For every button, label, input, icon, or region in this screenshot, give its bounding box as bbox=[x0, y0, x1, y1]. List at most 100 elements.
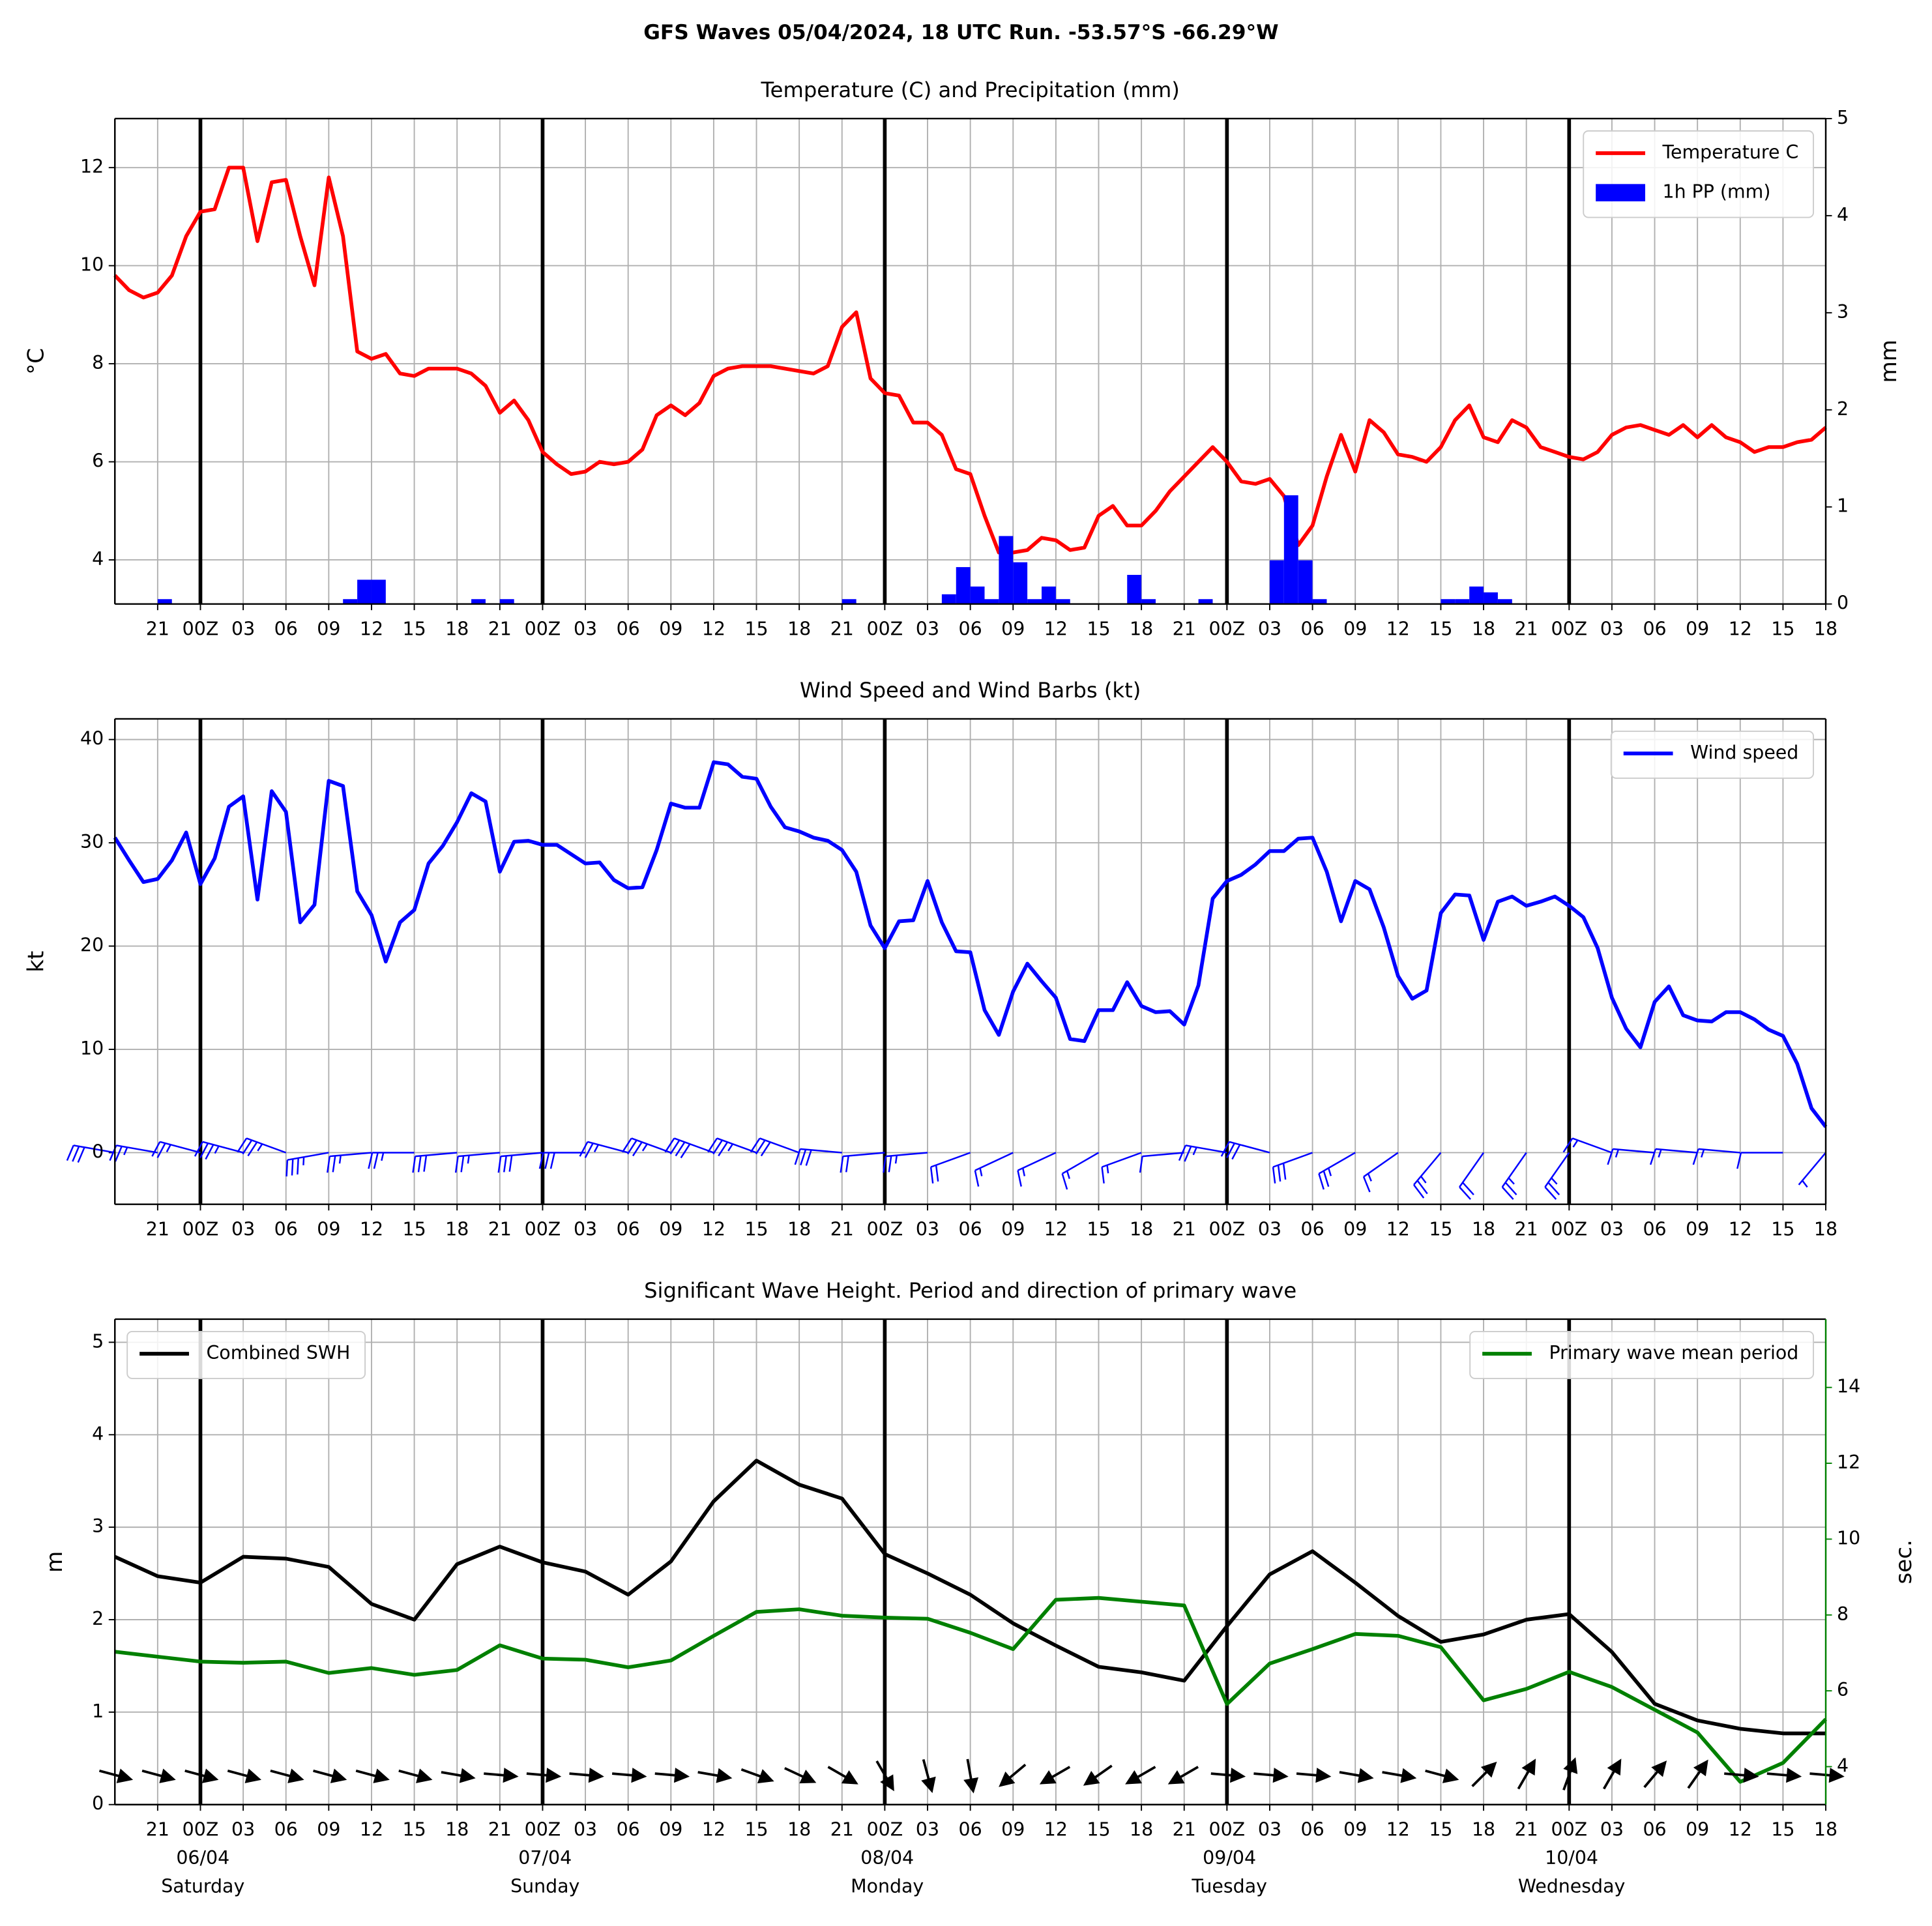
x-tick-label: 18 bbox=[1814, 1819, 1837, 1841]
x-tick-label: 00Z bbox=[183, 1819, 219, 1841]
wave-arrow bbox=[1296, 1768, 1332, 1783]
wind-barb bbox=[1501, 1152, 1527, 1200]
wave-arrow bbox=[184, 1768, 219, 1783]
wave-arrow bbox=[270, 1768, 304, 1783]
x-tick-label: 18 bbox=[1472, 1219, 1495, 1240]
wave-arrow bbox=[1562, 1757, 1578, 1791]
x-tick-label: 09 bbox=[659, 1219, 682, 1240]
x-tick-label: 21 bbox=[146, 1819, 169, 1841]
precip-bar bbox=[343, 599, 358, 604]
x-tick-label: 15 bbox=[1429, 1819, 1452, 1841]
wind-barb bbox=[929, 1152, 971, 1184]
x-tick-label: 00Z bbox=[525, 1819, 561, 1841]
x-tick-label: 18 bbox=[445, 1219, 469, 1240]
precip-bar bbox=[1298, 560, 1313, 604]
wind-barb bbox=[1562, 1137, 1613, 1154]
precip-bar bbox=[999, 536, 1014, 604]
wave-arrow bbox=[697, 1768, 733, 1783]
y-tick-label: 4 bbox=[92, 548, 104, 570]
wave-arrow bbox=[1210, 1768, 1246, 1783]
x-tick-label: 09 bbox=[1001, 1219, 1025, 1240]
x-tick-label: 15 bbox=[1429, 618, 1452, 639]
wave-arrow bbox=[784, 1767, 817, 1784]
x-tick-label: 21 bbox=[146, 1219, 169, 1240]
wind-barb bbox=[412, 1152, 458, 1173]
wind-barb bbox=[1178, 1145, 1227, 1162]
x-tick-label: 03 bbox=[1258, 1219, 1281, 1240]
x-tick-label: 03 bbox=[1600, 1819, 1624, 1841]
y2-tick-label: 12 bbox=[1837, 1452, 1860, 1473]
x-tick-label: 03 bbox=[574, 618, 597, 639]
x-tick-label: 15 bbox=[403, 1819, 426, 1841]
x-tick-label: 09 bbox=[1686, 1219, 1709, 1240]
wind-barb bbox=[883, 1152, 928, 1173]
x-tick-label: 06 bbox=[617, 1819, 640, 1841]
date-label: 08/04 bbox=[860, 1847, 914, 1869]
wind-barb bbox=[237, 1137, 287, 1157]
wind-barb bbox=[579, 1141, 628, 1158]
legend-box bbox=[126, 1330, 366, 1379]
wind-barb bbox=[840, 1152, 885, 1173]
x-tick-label: 15 bbox=[1771, 1219, 1794, 1240]
x-tick-label: 09 bbox=[1343, 1819, 1367, 1841]
wind-barb bbox=[1459, 1152, 1485, 1200]
weekday-label: Saturday bbox=[161, 1876, 244, 1897]
x-tick-label: 09 bbox=[659, 618, 682, 639]
wind-barb bbox=[538, 1152, 586, 1169]
legend: Temperature C 1h PP (mm) bbox=[1583, 130, 1815, 218]
x-tick-label: 12 bbox=[360, 1219, 383, 1240]
x-tick-label: 15 bbox=[1771, 1819, 1794, 1841]
precip-bar bbox=[970, 586, 985, 604]
x-tick-label: 21 bbox=[1515, 1819, 1538, 1841]
y-tick-label: 2 bbox=[92, 1608, 104, 1629]
x-tick-label: 18 bbox=[1472, 1819, 1495, 1841]
y2-tick-label: 4 bbox=[1837, 204, 1849, 226]
wind-barb bbox=[285, 1152, 329, 1176]
wind-barb bbox=[1692, 1148, 1740, 1165]
wave-arrow bbox=[1083, 1764, 1113, 1786]
precip-bar bbox=[371, 579, 386, 604]
y-tick-label: 6 bbox=[92, 450, 104, 472]
legend-label: Temperature C bbox=[1662, 141, 1799, 163]
precip-bar bbox=[1041, 586, 1056, 604]
wind-barb bbox=[1139, 1152, 1184, 1173]
wave-arrow bbox=[1382, 1768, 1417, 1783]
wind-barb bbox=[66, 1145, 115, 1163]
precip-bar bbox=[984, 599, 999, 604]
x-tick-label: 06 bbox=[617, 1219, 640, 1240]
series-line bbox=[113, 166, 1827, 555]
wind-barb bbox=[109, 1145, 158, 1162]
wind-barb bbox=[1736, 1152, 1783, 1169]
y-tick-label: 30 bbox=[80, 831, 104, 853]
x-tick-label: 03 bbox=[916, 618, 939, 639]
weekday-label: Monday bbox=[851, 1876, 924, 1897]
wind-barb bbox=[497, 1152, 543, 1173]
wave-arrow bbox=[1039, 1766, 1071, 1785]
x-tick-label: 00Z bbox=[1551, 618, 1587, 639]
y-tick-label: 0 bbox=[92, 1141, 104, 1162]
weekday-label: Tuesday bbox=[1191, 1876, 1267, 1897]
x-tick-label: 09 bbox=[1343, 618, 1367, 639]
wind-barb bbox=[1272, 1152, 1313, 1184]
x-tick-label: 09 bbox=[1686, 618, 1709, 639]
precip-bar bbox=[842, 599, 856, 604]
legend: Primary wave mean period bbox=[1469, 1330, 1815, 1379]
y2-tick-label: 1 bbox=[1837, 495, 1849, 517]
x-tick-label: 21 bbox=[1173, 1819, 1196, 1841]
x-tick-label: 12 bbox=[1729, 618, 1752, 639]
series-line bbox=[114, 1596, 1828, 1784]
wave-arrow bbox=[227, 1768, 261, 1783]
panel-title: Significant Wave Height. Period and dire… bbox=[644, 1278, 1296, 1303]
x-tick-label: 15 bbox=[744, 1819, 768, 1841]
x-tick-label: 06 bbox=[617, 618, 640, 639]
x-tick-label: 03 bbox=[231, 1819, 255, 1841]
wave-arrow bbox=[526, 1768, 562, 1783]
y2-tick-label: 14 bbox=[1837, 1376, 1860, 1397]
precip-bar bbox=[956, 567, 971, 604]
x-tick-label: 18 bbox=[787, 1819, 811, 1841]
wave-arrow bbox=[1809, 1768, 1845, 1783]
x-tick-label: 09 bbox=[1686, 1819, 1709, 1841]
wind-barb bbox=[1798, 1152, 1826, 1188]
wind-barb bbox=[974, 1152, 1014, 1187]
series-line bbox=[114, 1459, 1826, 1736]
